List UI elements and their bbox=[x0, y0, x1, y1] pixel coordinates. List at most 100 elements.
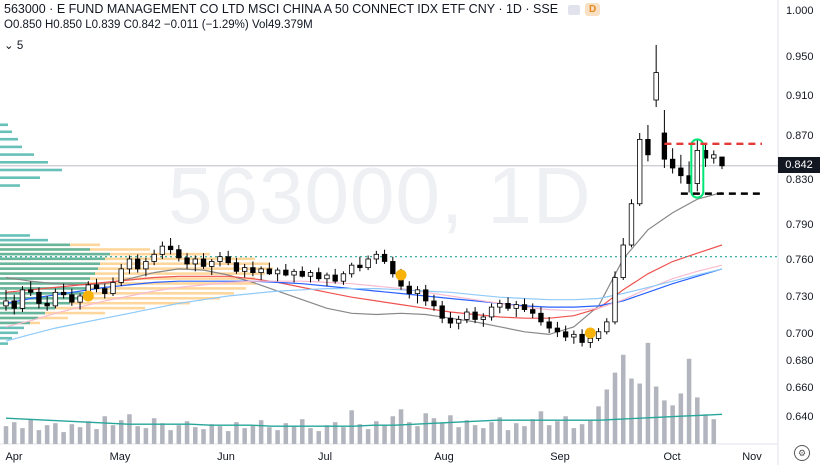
candle-body bbox=[250, 267, 256, 273]
price-tick-label: 0.790 bbox=[786, 219, 814, 231]
indicator-count: 5 bbox=[16, 40, 24, 52]
volume-bar bbox=[308, 428, 313, 444]
candle-body bbox=[3, 300, 9, 307]
time-tick-label: May bbox=[110, 451, 131, 463]
time-tick-label: Oct bbox=[663, 451, 680, 463]
candle-body bbox=[513, 304, 519, 309]
candle-body bbox=[266, 268, 273, 275]
volume-bar bbox=[588, 420, 593, 444]
volume-bar bbox=[637, 383, 642, 444]
volume-profile-bar bbox=[0, 161, 48, 164]
candle-body bbox=[719, 156, 725, 167]
time-tick-label: Aug bbox=[434, 451, 454, 463]
candle-body bbox=[28, 289, 34, 293]
candle-body bbox=[69, 294, 75, 303]
volume-profile-bar bbox=[0, 272, 265, 275]
volume-bar bbox=[711, 419, 717, 444]
candle-body bbox=[176, 249, 182, 259]
time-tick-label: Apr bbox=[5, 451, 22, 463]
candle-body bbox=[151, 253, 157, 262]
volume-bar bbox=[604, 389, 610, 444]
candle-body bbox=[36, 291, 42, 304]
volume-bar bbox=[53, 423, 58, 444]
candle-body bbox=[225, 256, 231, 264]
gear-icon[interactable]: ⚙ bbox=[794, 445, 810, 461]
chevron-down-icon[interactable]: ⌄ bbox=[4, 40, 14, 52]
volume-bar bbox=[135, 426, 140, 444]
volume-profile-bar bbox=[0, 342, 8, 345]
volume-bar bbox=[530, 419, 535, 444]
volume-bar bbox=[678, 393, 684, 444]
volume-bar bbox=[481, 428, 486, 444]
candle-body bbox=[612, 277, 618, 323]
volume-bar bbox=[695, 397, 700, 444]
volume-bar bbox=[703, 414, 708, 444]
high-label: H bbox=[44, 19, 54, 32]
candle-body bbox=[439, 305, 445, 319]
candle-body bbox=[571, 333, 577, 338]
candle-body bbox=[316, 272, 322, 280]
delayed-data-badge[interactable]: D bbox=[585, 3, 601, 17]
price-tick-label: 0.830 bbox=[786, 174, 814, 186]
volume-profile-bar bbox=[0, 306, 145, 310]
candle-body bbox=[390, 261, 396, 275]
volume-bar bbox=[11, 422, 17, 444]
volume-profile-bar bbox=[0, 282, 256, 285]
candle-body bbox=[242, 267, 248, 272]
low-value: 0.839 bbox=[91, 19, 121, 32]
volume-bar bbox=[151, 418, 157, 444]
candle-body bbox=[118, 268, 124, 283]
volume-bar bbox=[513, 423, 519, 444]
price-tick-label: 0.950 bbox=[786, 51, 814, 63]
indicator-toggle[interactable]: ⌄ 5 bbox=[4, 38, 23, 52]
volume-bar bbox=[596, 406, 601, 444]
volume-profile-bar bbox=[0, 137, 18, 141]
candle-body bbox=[299, 270, 305, 277]
volume-bar bbox=[127, 414, 132, 444]
change-value: −0.011 (−1.29%) bbox=[163, 19, 249, 32]
symbol-title[interactable]: 563000 · E FUND MANAGEMENT CO LTD MSCI C… bbox=[4, 2, 559, 16]
volume-bar bbox=[225, 431, 231, 444]
volume-bar bbox=[497, 417, 503, 444]
highlight-ellipse bbox=[690, 138, 705, 199]
volume-profile-bar bbox=[0, 296, 220, 300]
volume-profile-bar bbox=[0, 184, 20, 187]
candle-body bbox=[414, 289, 421, 294]
candle-body bbox=[126, 258, 133, 270]
volume-bar bbox=[620, 354, 626, 444]
volume-bar bbox=[686, 358, 692, 444]
candle-body bbox=[628, 203, 635, 246]
volume-bar bbox=[3, 426, 9, 444]
volume-bar bbox=[472, 425, 478, 444]
volume-bar bbox=[184, 421, 190, 444]
volume-bar bbox=[209, 424, 215, 444]
volume-profile-bar bbox=[0, 311, 105, 315]
candle-body bbox=[661, 132, 668, 160]
candle-body bbox=[332, 274, 338, 282]
volume-profile-bar bbox=[0, 311, 45, 315]
price-tick-label: 0.700 bbox=[786, 328, 814, 340]
volume-profile-bar bbox=[0, 292, 84, 295]
volume-bar bbox=[505, 430, 511, 444]
candle-body bbox=[381, 253, 388, 262]
candle-body bbox=[579, 333, 585, 343]
volume-bar bbox=[365, 429, 371, 444]
volume-profile-bar bbox=[0, 262, 270, 266]
volume-bar bbox=[563, 416, 568, 444]
event-marker bbox=[395, 269, 407, 281]
candle-body bbox=[620, 244, 626, 278]
time-tick-label: Nov bbox=[742, 451, 762, 463]
candle-body bbox=[102, 288, 108, 294]
event-marker bbox=[82, 290, 94, 302]
volume-bar bbox=[118, 420, 124, 444]
candle-body bbox=[645, 138, 651, 156]
price-tick-label: 0.640 bbox=[786, 411, 814, 423]
price-tick-label: 0.760 bbox=[786, 254, 814, 266]
volume-bar bbox=[571, 428, 577, 444]
volume-bar bbox=[77, 427, 83, 444]
price-tick-label: 0.730 bbox=[786, 291, 814, 303]
volume-bar bbox=[374, 421, 379, 444]
volume-bar bbox=[176, 425, 182, 444]
candle-body bbox=[159, 245, 166, 255]
